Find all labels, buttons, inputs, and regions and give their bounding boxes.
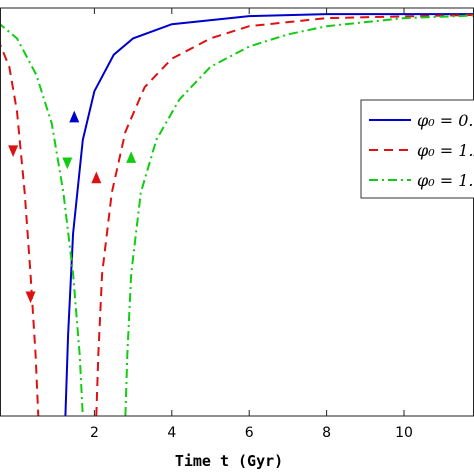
x-tick-label: 2 xyxy=(90,425,99,441)
legend: φ₀ = 0.6 φ₀ = 1.2 φ₀ = 1.8 xyxy=(360,99,474,199)
plot-area xyxy=(0,0,474,416)
x-tick-label: 6 xyxy=(245,425,254,441)
series-2-line xyxy=(124,14,474,417)
legend-box xyxy=(360,99,474,199)
arrow-icon-red-down xyxy=(25,291,36,304)
arrow-icon-green-up xyxy=(126,151,137,163)
arrow-icon-red-up xyxy=(91,171,102,184)
x-tick-label: 8 xyxy=(322,425,331,441)
legend-label-2: φ₀ = 1.8 xyxy=(417,171,474,190)
series-1-left-branch xyxy=(0,41,40,417)
x-tick-label: 4 xyxy=(167,425,176,441)
arrow-icon-green-down xyxy=(62,157,73,170)
series-2-left-branch xyxy=(0,22,84,417)
x-ticks: 2 4 6 8 10 12 xyxy=(90,8,474,441)
x-tick-label: 12 xyxy=(472,425,474,441)
direction-arrows xyxy=(8,110,137,304)
series-1-line xyxy=(95,13,474,417)
x-axis-label: Time t (Gyr) xyxy=(175,452,283,470)
series-0-line xyxy=(64,13,474,417)
legend-label-1: φ₀ = 1.2 xyxy=(417,141,474,160)
legend-label-0: φ₀ = 0.6 xyxy=(417,111,474,130)
x-tick-label: 10 xyxy=(395,425,413,441)
series-layer xyxy=(0,13,474,417)
arrow-icon-red-down-left xyxy=(8,145,19,158)
arrow-icon-blue-up xyxy=(69,110,80,123)
